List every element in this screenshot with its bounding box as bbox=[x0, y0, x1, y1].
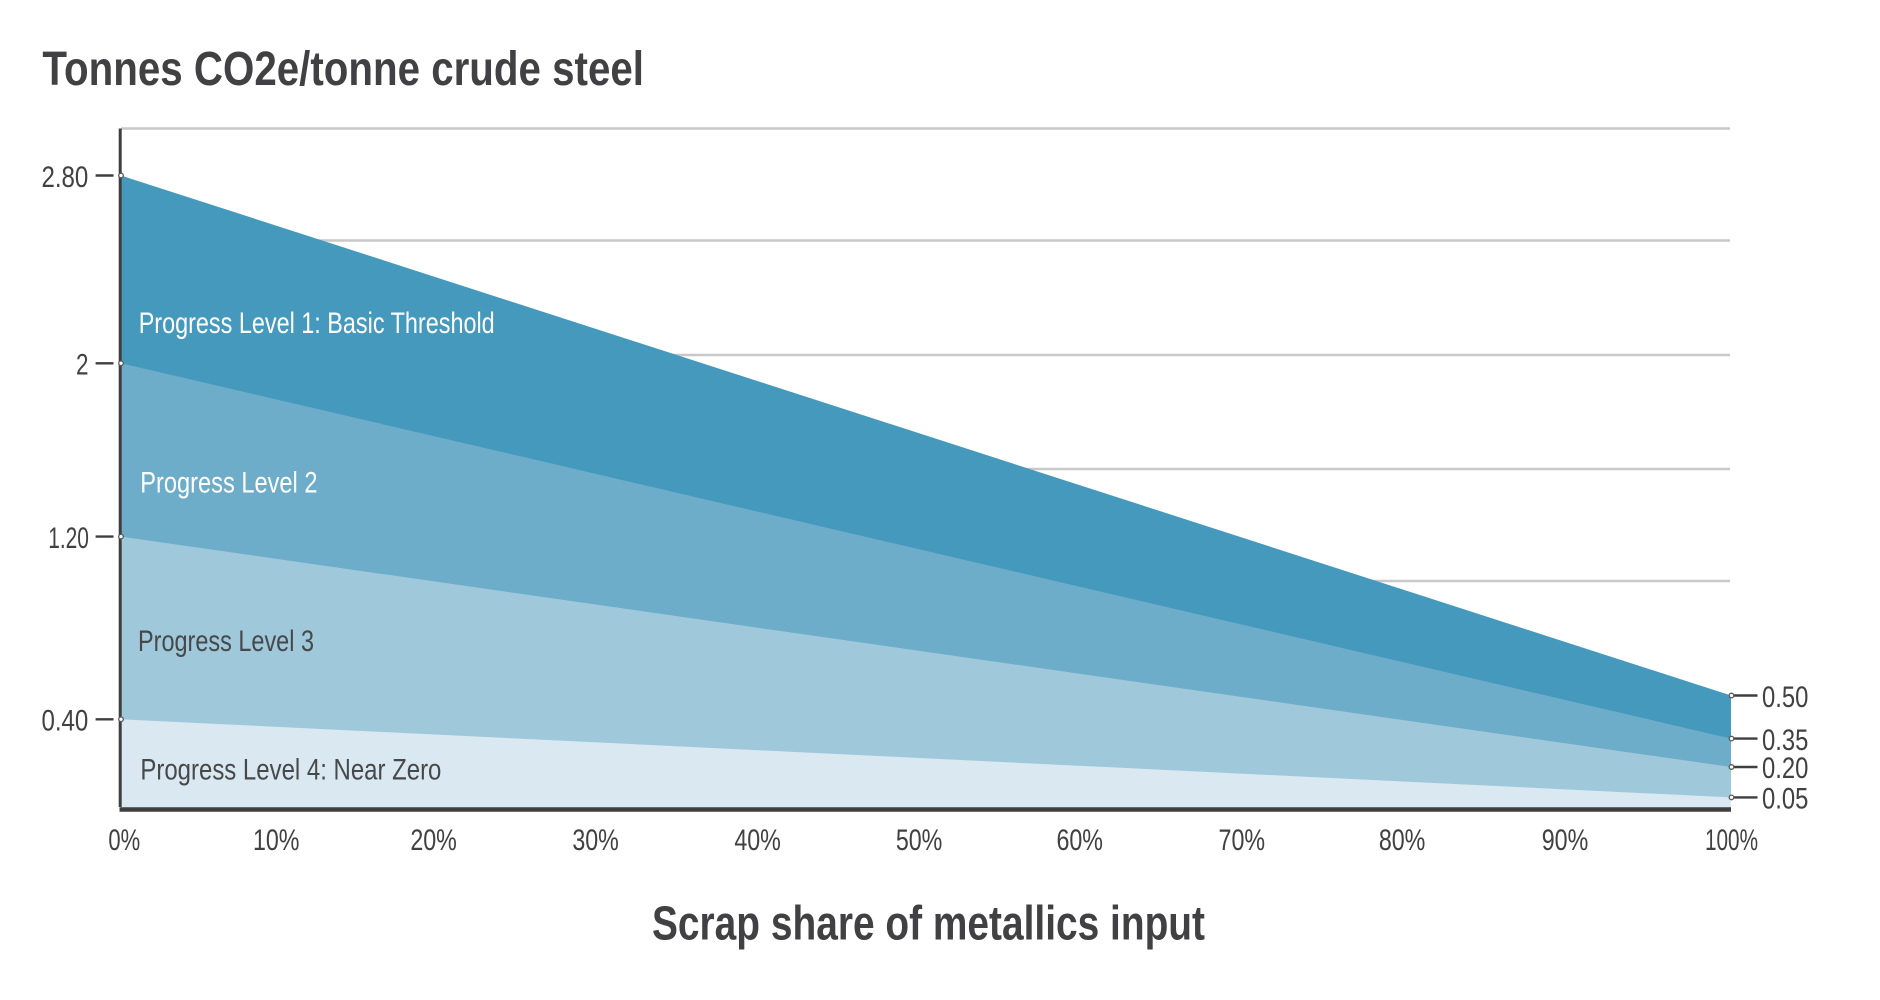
svg-text:60%: 60% bbox=[1056, 824, 1103, 857]
svg-text:Progress Level 3: Progress Level 3 bbox=[138, 625, 314, 658]
svg-text:70%: 70% bbox=[1219, 824, 1266, 857]
svg-text:0.35: 0.35 bbox=[1762, 724, 1808, 757]
svg-text:10%: 10% bbox=[253, 824, 300, 857]
svg-text:2: 2 bbox=[76, 349, 89, 382]
svg-text:20%: 20% bbox=[410, 824, 457, 857]
svg-text:0.50: 0.50 bbox=[1762, 681, 1808, 714]
svg-text:1.20: 1.20 bbox=[48, 522, 89, 555]
svg-text:40%: 40% bbox=[734, 824, 781, 857]
svg-text:50%: 50% bbox=[896, 824, 943, 857]
svg-text:Progress Level 1: Basic Thresh: Progress Level 1: Basic Threshold bbox=[139, 307, 495, 340]
svg-text:100%: 100% bbox=[1705, 824, 1758, 857]
svg-text:Progress Level 4: Near Zero: Progress Level 4: Near Zero bbox=[140, 753, 441, 786]
svg-text:0.40: 0.40 bbox=[42, 705, 89, 738]
svg-text:90%: 90% bbox=[1542, 824, 1589, 857]
svg-text:0.20: 0.20 bbox=[1762, 752, 1808, 785]
svg-text:Scrap share of metallics input: Scrap share of metallics input bbox=[652, 898, 1205, 951]
svg-text:80%: 80% bbox=[1379, 824, 1426, 857]
svg-text:2.80: 2.80 bbox=[42, 161, 89, 194]
svg-text:0.05: 0.05 bbox=[1762, 783, 1808, 816]
svg-text:Tonnes CO2e/tonne crude steel: Tonnes CO2e/tonne crude steel bbox=[42, 43, 644, 96]
svg-text:0%: 0% bbox=[108, 824, 140, 857]
svg-text:Progress Level 2: Progress Level 2 bbox=[140, 466, 317, 499]
svg-text:30%: 30% bbox=[572, 824, 619, 857]
